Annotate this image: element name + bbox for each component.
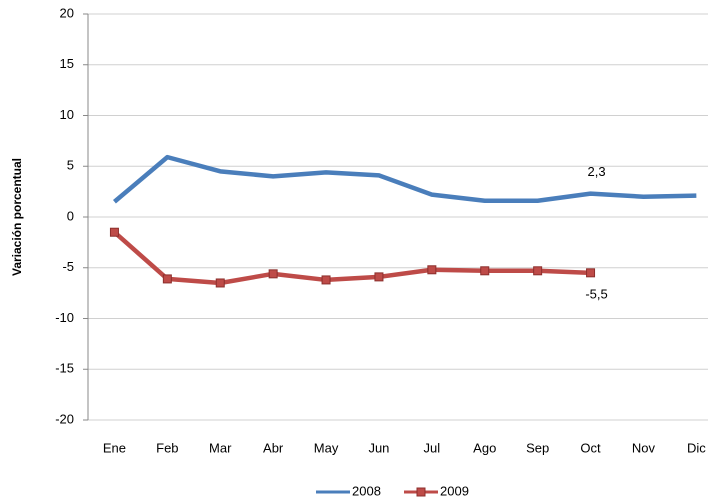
- x-tick-label: Mar: [209, 440, 232, 455]
- point-marker: [268, 269, 278, 279]
- x-tick-label: Feb: [156, 440, 178, 455]
- x-tick-label: Dic: [687, 440, 706, 455]
- data-label: -5,5: [585, 286, 607, 301]
- y-axis-title: Variación porcentual: [10, 158, 24, 276]
- legend-marker: [416, 487, 426, 497]
- x-tick-label: Jun: [368, 440, 389, 455]
- point-marker: [427, 265, 437, 275]
- point-marker: [533, 266, 543, 276]
- x-tick-label: Oct: [580, 440, 601, 455]
- y-tick-label: 5: [67, 158, 74, 173]
- x-tick-label: Sep: [526, 440, 549, 455]
- y-tick-label: 0: [67, 208, 74, 223]
- point-marker: [374, 272, 384, 282]
- point-marker: [480, 266, 490, 276]
- x-tick-label: Nov: [632, 440, 656, 455]
- y-tick-label: -20: [55, 411, 74, 426]
- series-line: [112, 154, 697, 204]
- point-marker: [109, 227, 119, 237]
- y-tick-label: 20: [60, 5, 74, 20]
- x-tick-label: Ago: [473, 440, 496, 455]
- point-marker: [162, 274, 172, 284]
- y-tick-label: 10: [60, 107, 74, 122]
- legend-label: 2009: [440, 483, 469, 498]
- x-tick-label: May: [314, 440, 339, 455]
- point-marker: [215, 278, 225, 288]
- y-tick-label: 15: [60, 56, 74, 71]
- x-tick-label: Ene: [103, 440, 126, 455]
- x-tick-label: Jul: [424, 440, 441, 455]
- data-label: 2,3: [588, 164, 606, 179]
- y-tick-label: -15: [55, 361, 74, 376]
- point-marker: [586, 268, 596, 278]
- legend-label: 2008: [352, 483, 381, 498]
- x-tick-label: Abr: [263, 440, 284, 455]
- point-marker: [321, 275, 331, 285]
- y-tick-label: -5: [62, 259, 74, 274]
- y-tick-label: -10: [55, 310, 74, 325]
- series-line: [112, 230, 591, 286]
